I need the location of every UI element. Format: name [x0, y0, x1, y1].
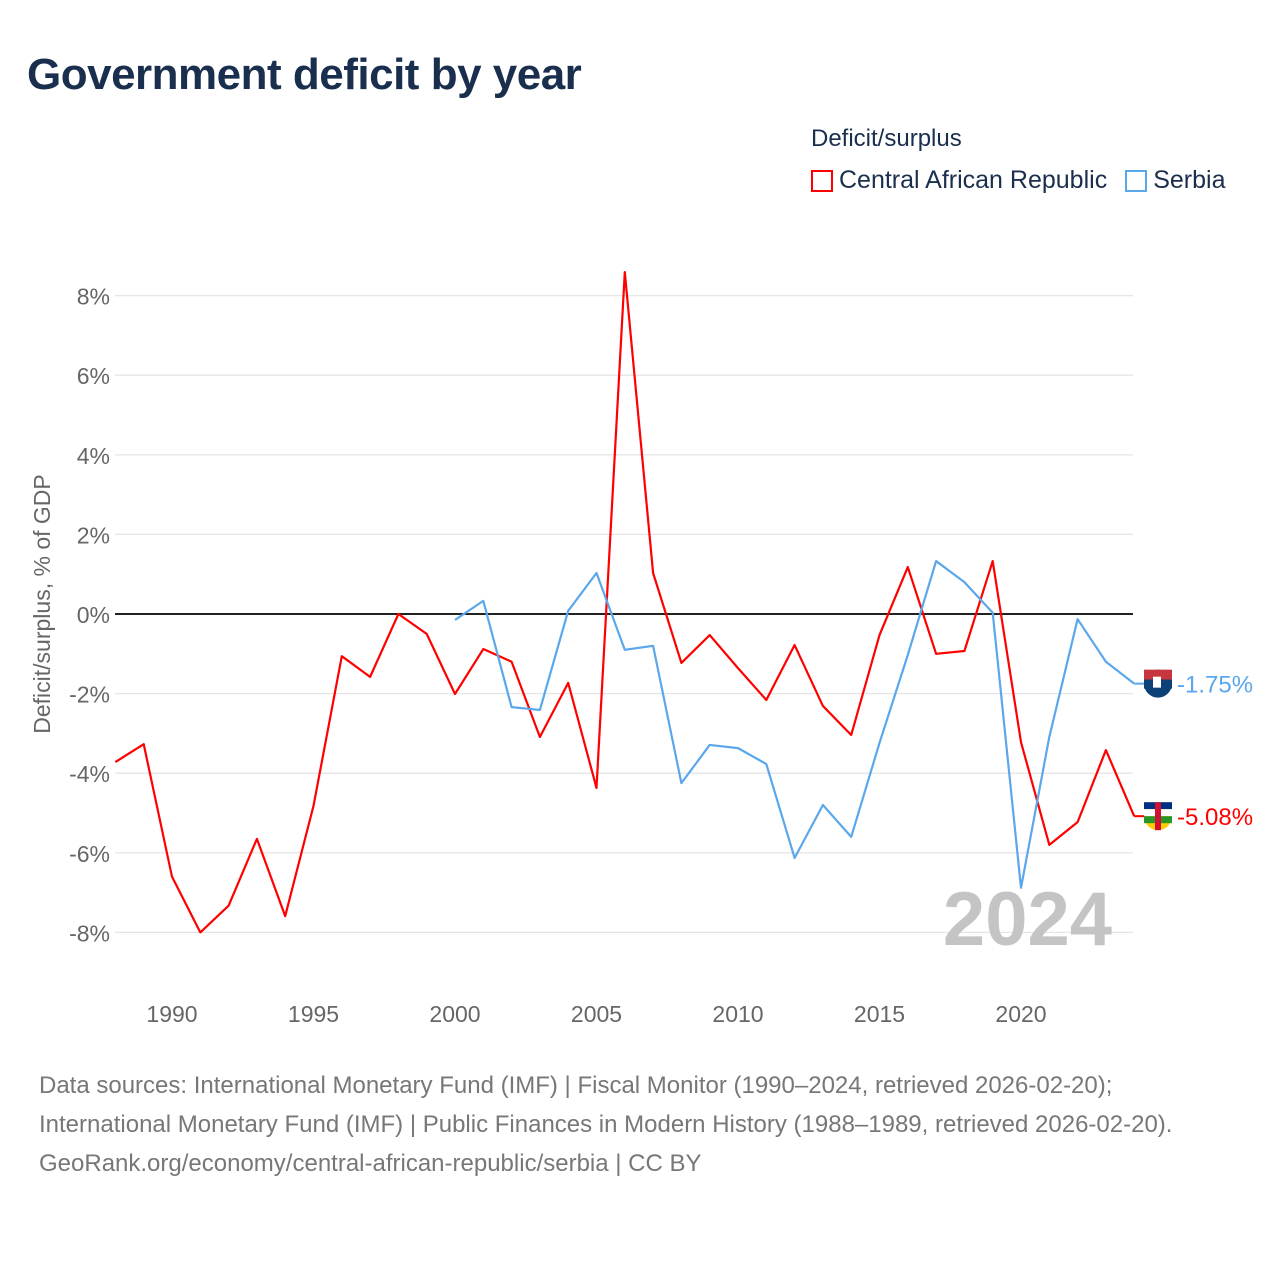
data-point	[1103, 659, 1108, 664]
data-point	[453, 617, 458, 622]
y-tick-label: -2%	[69, 682, 110, 708]
x-tick-label: 2005	[571, 1001, 622, 1027]
data-point	[622, 647, 627, 652]
data-point	[707, 633, 712, 638]
data-point	[283, 914, 288, 919]
data-point	[1047, 842, 1052, 847]
data-point	[905, 652, 910, 657]
data-point	[537, 707, 542, 712]
data-point	[339, 654, 344, 659]
data-point	[962, 649, 967, 654]
source-link[interactable]: GeoRank.org/economy/central-african-repu…	[39, 1150, 702, 1177]
series-line-serbia	[454, 559, 1135, 889]
data-point	[226, 903, 231, 908]
legend-swatch-serbia	[1125, 169, 1148, 192]
data-point	[566, 680, 571, 685]
legend-item-serbia[interactable]: Serbia	[1125, 166, 1225, 195]
data-point	[1047, 734, 1052, 739]
data-point	[651, 571, 656, 576]
data-point	[877, 740, 882, 745]
data-point	[509, 705, 514, 710]
chart-title: Government deficit by year	[27, 50, 582, 99]
data-point	[877, 633, 882, 638]
data-point	[990, 559, 995, 564]
data-point	[311, 803, 316, 808]
footer: Data sources: International Monetary Fun…	[39, 1066, 1239, 1183]
data-point	[509, 659, 514, 664]
y-tick-label: 0%	[77, 602, 110, 628]
data-point	[481, 598, 486, 603]
data-point	[736, 666, 741, 671]
data-point	[254, 836, 259, 841]
y-tick-label: 8%	[77, 284, 110, 310]
flag-stripe	[1155, 802, 1161, 831]
legend-swatch-car	[811, 169, 833, 192]
data-point	[594, 785, 599, 790]
x-tick-label: 1990	[146, 1001, 197, 1027]
data-point	[905, 565, 910, 570]
data-point	[396, 612, 401, 617]
legend-label: Serbia	[1153, 166, 1226, 194]
data-point	[849, 834, 854, 839]
y-tick-label: 2%	[77, 522, 110, 548]
legend-title: Deficit/surplus	[811, 125, 962, 152]
data-point	[594, 571, 599, 576]
data-point	[679, 660, 684, 665]
legend: Central African Republic Serbia	[811, 166, 1225, 195]
legend-label: Central African Republic	[839, 166, 1108, 194]
y-tick-label: -4%	[69, 761, 110, 787]
data-point	[141, 742, 146, 747]
end-value-label: -5.08%	[1177, 804, 1253, 831]
data-point	[198, 930, 203, 935]
data-point	[934, 651, 939, 656]
x-tick-label: 2010	[712, 1001, 763, 1027]
data-point	[764, 762, 769, 767]
data-point	[1103, 748, 1108, 753]
data-point	[537, 734, 542, 739]
data-point	[651, 643, 656, 648]
legend-item-car[interactable]: Central African Republic	[811, 166, 1107, 195]
x-tick-label: 2020	[995, 1001, 1046, 1027]
data-point	[820, 803, 825, 808]
data-point	[1075, 820, 1080, 825]
data-point	[566, 608, 571, 613]
data-point	[962, 580, 967, 585]
year-watermark: 2024	[943, 877, 1112, 962]
y-tick-label: -6%	[69, 841, 110, 867]
data-point	[424, 631, 429, 636]
data-point	[990, 610, 995, 615]
data-point	[707, 742, 712, 747]
x-tick-label: 1995	[288, 1001, 339, 1027]
series-line-car	[114, 271, 1136, 934]
data-sources: Data sources: International Monetary Fun…	[39, 1072, 1173, 1138]
data-point	[792, 855, 797, 860]
data-point	[820, 703, 825, 708]
end-value-label: -1.75%	[1177, 672, 1253, 699]
y-axis-label: Deficit/surplus, % of GDP	[29, 474, 55, 733]
data-point	[1075, 617, 1080, 622]
data-point	[736, 746, 741, 751]
flag-emblem	[1153, 676, 1161, 688]
data-point	[622, 270, 627, 275]
flag-stripe	[1144, 669, 1172, 680]
data-point	[453, 691, 458, 696]
data-point	[934, 559, 939, 564]
data-point	[368, 674, 373, 679]
data-point	[849, 732, 854, 737]
y-tick-label: -8%	[69, 920, 110, 946]
data-point	[1019, 740, 1024, 745]
x-tick-label: 2000	[429, 1001, 480, 1027]
data-point	[764, 697, 769, 702]
data-point	[1019, 885, 1024, 890]
data-point	[679, 781, 684, 786]
data-point	[792, 643, 797, 648]
x-tick-label: 2015	[854, 1001, 905, 1027]
data-point	[113, 760, 118, 765]
y-tick-label: 6%	[77, 363, 110, 389]
data-point	[481, 647, 486, 652]
data-point	[170, 874, 175, 879]
y-tick-label: 4%	[77, 443, 110, 469]
